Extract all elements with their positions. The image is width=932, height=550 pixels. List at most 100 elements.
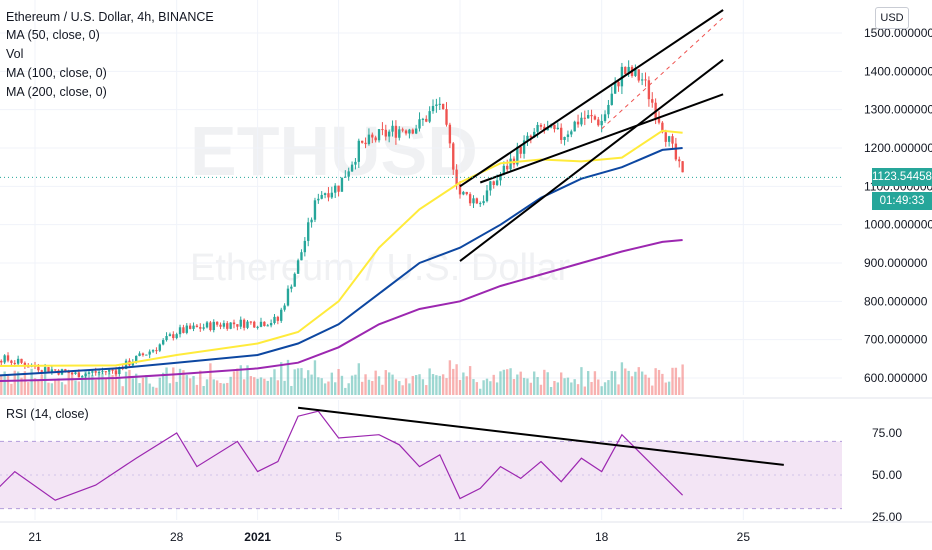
volume-bar <box>526 378 529 395</box>
volume-bar <box>33 378 37 395</box>
volume-bar <box>560 372 563 395</box>
volume-bar <box>202 386 205 395</box>
volume-bar <box>553 380 556 395</box>
candle-body <box>236 324 239 327</box>
candle-body <box>320 194 323 199</box>
volume-bar <box>303 378 307 395</box>
candle-body <box>249 321 253 323</box>
volume-bar <box>458 380 462 395</box>
volume-bar <box>607 380 610 395</box>
volume-bar <box>421 379 425 395</box>
volume-bar <box>280 362 283 395</box>
candle-body <box>161 340 165 345</box>
legend-ma200[interactable]: MA (200, close, 0) <box>6 85 107 99</box>
candle-body <box>155 350 158 352</box>
volume-bar <box>465 376 468 395</box>
candle-body <box>489 181 492 191</box>
legend-ma100[interactable]: MA (100, close, 0) <box>6 66 107 80</box>
channel-trendline <box>459 9 724 188</box>
volume-bar <box>654 368 657 395</box>
volume-bar <box>16 371 20 395</box>
volume-bar <box>222 383 226 395</box>
volume-bar <box>246 365 249 395</box>
candle-body <box>141 353 145 356</box>
volume-bar <box>472 379 475 395</box>
candle-body <box>131 362 134 366</box>
volume-bar <box>286 359 290 395</box>
candle-body <box>485 190 489 202</box>
volume-bar <box>10 383 13 395</box>
candle-body <box>377 129 381 141</box>
volume-bar <box>661 373 664 395</box>
candle-body <box>84 373 87 377</box>
candle-body <box>667 136 671 142</box>
candle-body <box>445 109 448 125</box>
candle-body <box>313 200 317 220</box>
volume-bar <box>91 374 94 395</box>
candle-body <box>280 309 283 321</box>
currency-button[interactable]: USD <box>875 7 909 29</box>
volume-bar <box>273 369 276 395</box>
volume-bars <box>0 359 684 395</box>
volume-bar <box>475 382 479 395</box>
candle-body <box>556 127 559 130</box>
candle-body <box>408 129 411 134</box>
volume-bar <box>0 375 3 395</box>
candle-body <box>570 131 573 135</box>
volume-bar <box>47 382 50 395</box>
candle-body <box>350 164 354 172</box>
legend-rsi[interactable]: RSI (14, close) <box>6 407 89 421</box>
rsi-trendline <box>297 406 784 466</box>
candle-body <box>600 120 603 126</box>
volume-bar <box>495 382 499 395</box>
legend-vol[interactable]: Vol <box>6 47 24 61</box>
candle-body <box>610 93 613 105</box>
candle-body <box>114 370 118 375</box>
volume-bar <box>13 370 16 395</box>
candle-body <box>232 322 236 325</box>
volume-bar <box>603 382 607 395</box>
volume-bar <box>269 377 273 395</box>
candle-body <box>448 124 452 144</box>
volume-bar <box>242 379 246 395</box>
time-tick-label: 5 <box>335 530 342 544</box>
candle-body <box>226 323 229 329</box>
candle-body <box>91 371 94 373</box>
candle-body <box>108 369 111 372</box>
legend-symbol[interactable]: Ethereum / U.S. Dollar, 4h, BINANCE <box>6 10 214 24</box>
volume-bar <box>293 369 296 395</box>
candle-body <box>3 355 6 363</box>
candle-body <box>229 322 232 329</box>
volume-bar <box>317 377 320 395</box>
candle-body <box>138 353 141 356</box>
volume-bar <box>104 378 108 395</box>
volume-bar <box>610 371 613 395</box>
candle-body <box>371 134 374 138</box>
volume-bar <box>435 375 438 395</box>
candle-body <box>300 252 303 261</box>
candle-body <box>199 327 202 329</box>
volume-bar <box>131 378 134 395</box>
candle-body <box>502 165 506 175</box>
candle-body <box>509 158 512 170</box>
volume-bar <box>624 368 627 395</box>
volume-bar <box>20 377 23 395</box>
volume-bar <box>519 371 522 395</box>
volume-bar <box>87 371 91 395</box>
candle-body <box>401 129 404 131</box>
volume-bar <box>667 381 671 395</box>
time-tick-label: 2021 <box>244 530 271 544</box>
legend-ma50[interactable]: MA (50, close, 0) <box>6 28 100 42</box>
volume-bar <box>506 369 509 395</box>
volume-bar <box>573 379 576 395</box>
volume-bar <box>135 373 138 395</box>
candle-body <box>586 115 590 119</box>
candle-body <box>104 371 108 373</box>
candle-body <box>381 129 384 131</box>
candle-body <box>651 99 654 103</box>
candle-body <box>111 369 114 371</box>
candle-body <box>253 321 256 328</box>
candle-body <box>627 66 630 74</box>
candle-body <box>441 103 445 110</box>
